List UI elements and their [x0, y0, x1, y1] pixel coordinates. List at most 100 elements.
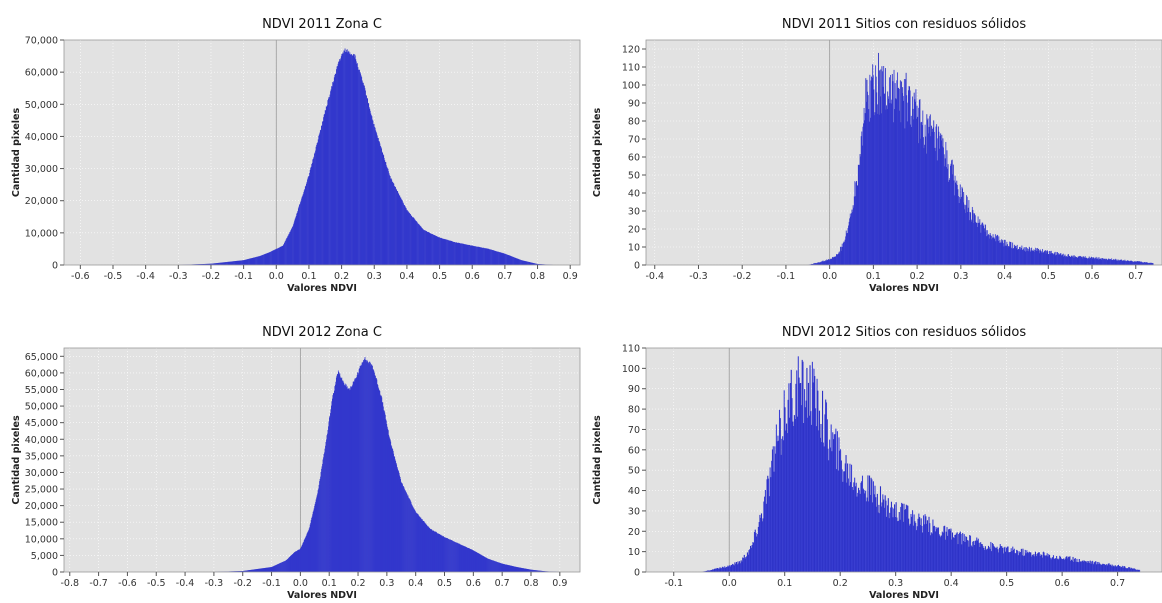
- histogram-bar: [484, 556, 486, 572]
- histogram-bar: [430, 529, 432, 572]
- histogram-bar: [959, 184, 961, 265]
- histogram-bar: [789, 417, 791, 572]
- histogram-bar: [1124, 566, 1126, 572]
- histogram-bar: [1009, 551, 1011, 572]
- histogram-bar: [1096, 561, 1098, 572]
- histogram-bar: [371, 116, 373, 265]
- histogram-bar: [817, 262, 819, 265]
- histogram-bar: [1002, 553, 1004, 572]
- histogram-bar: [310, 167, 312, 265]
- histogram-bar: [400, 199, 402, 265]
- histogram-bar: [328, 426, 329, 572]
- chart-title: NDVI 2011 Zona C: [262, 17, 382, 32]
- histogram-bar: [453, 241, 454, 265]
- histogram-bar: [329, 97, 330, 266]
- histogram-bar: [1024, 549, 1026, 572]
- histogram-bar: [311, 517, 313, 572]
- histogram-bar: [1099, 563, 1101, 572]
- histogram-bar: [328, 421, 330, 572]
- histogram-bar: [268, 567, 270, 572]
- histogram-bar: [442, 536, 444, 572]
- histogram-bar: [510, 256, 512, 265]
- histogram-bar: [502, 563, 504, 572]
- histogram-bar: [845, 455, 847, 572]
- histogram-bar: [354, 377, 356, 572]
- histogram-bar: [523, 568, 525, 572]
- histogram-bar: [714, 568, 716, 572]
- x-tick-label: 0.7: [1128, 271, 1143, 282]
- histogram-bar: [1028, 251, 1030, 265]
- histogram-bar: [797, 356, 799, 572]
- histogram-bar: [438, 534, 440, 572]
- histogram-bar: [992, 544, 994, 572]
- histogram-bar: [327, 98, 329, 265]
- histogram-bar: [1047, 556, 1049, 572]
- histogram-bar: [739, 563, 741, 572]
- histogram-bar: [1005, 245, 1007, 265]
- histogram-bar: [474, 246, 476, 265]
- histogram-bar: [1052, 253, 1054, 265]
- histogram-bar: [1002, 243, 1004, 265]
- histogram-bar: [907, 102, 909, 265]
- histogram-bar: [270, 251, 271, 265]
- x-tick-label: -0.1: [777, 271, 796, 282]
- histogram-bar: [341, 53, 343, 265]
- y-tick-label: 15,000: [25, 518, 58, 529]
- histogram-bar: [447, 539, 449, 572]
- histogram-bar: [522, 568, 524, 572]
- histogram-bar: [926, 120, 928, 266]
- histogram-bar: [1075, 257, 1077, 265]
- histogram-bar: [321, 125, 322, 265]
- histogram-bar: [341, 381, 343, 572]
- histogram-bar: [943, 147, 944, 265]
- histogram-bar: [860, 482, 862, 572]
- histogram-bar: [241, 571, 242, 572]
- histogram-bar: [1053, 254, 1054, 265]
- histogram-bar: [1072, 556, 1074, 572]
- histogram-bar: [443, 536, 444, 572]
- histogram-bar: [336, 374, 338, 572]
- histogram-bar: [386, 423, 388, 572]
- histogram-bar: [860, 156, 862, 265]
- histogram-bar: [1041, 252, 1043, 265]
- histogram-bar: [765, 503, 767, 572]
- histogram-bar: [790, 369, 792, 572]
- histogram-bar: [404, 206, 406, 265]
- histogram-bar: [255, 569, 257, 572]
- histogram-bar: [275, 565, 276, 572]
- histogram-bar: [1054, 251, 1056, 265]
- histogram-bar: [1066, 256, 1068, 265]
- histogram-bar: [361, 362, 363, 572]
- histogram-bar: [532, 262, 534, 265]
- histogram-bar: [740, 560, 742, 572]
- histogram-bar: [772, 446, 774, 572]
- histogram-bar: [299, 549, 301, 572]
- histogram-bar: [332, 82, 334, 265]
- histogram-bar: [924, 514, 926, 572]
- histogram-bar: [500, 563, 502, 572]
- histogram-bar: [822, 260, 824, 265]
- histogram-bar: [363, 360, 364, 572]
- histogram-bar: [869, 117, 871, 265]
- histogram-bar: [1116, 260, 1118, 265]
- histogram-bar: [373, 124, 374, 265]
- histogram-bar: [303, 190, 305, 265]
- histogram-bar: [290, 555, 292, 572]
- histogram-bar: [335, 381, 337, 572]
- x-tick-label: -0.4: [645, 271, 664, 282]
- histogram-bar: [811, 424, 813, 572]
- histogram-bar: [1103, 564, 1105, 572]
- histogram-bar: [975, 221, 977, 265]
- histogram-bar: [976, 537, 978, 572]
- histogram-bar: [1014, 553, 1016, 572]
- histogram-bar: [944, 539, 946, 572]
- histogram-bar: [406, 493, 408, 572]
- histogram-bar: [845, 230, 847, 265]
- histogram-bar: [359, 365, 361, 572]
- histogram-bar: [347, 389, 349, 572]
- histogram-bar: [265, 567, 267, 572]
- histogram-bar: [235, 261, 237, 265]
- x-tick-label: 0.0: [822, 271, 837, 282]
- histogram-bar: [427, 231, 429, 265]
- x-tick-label: 0.4: [399, 271, 414, 282]
